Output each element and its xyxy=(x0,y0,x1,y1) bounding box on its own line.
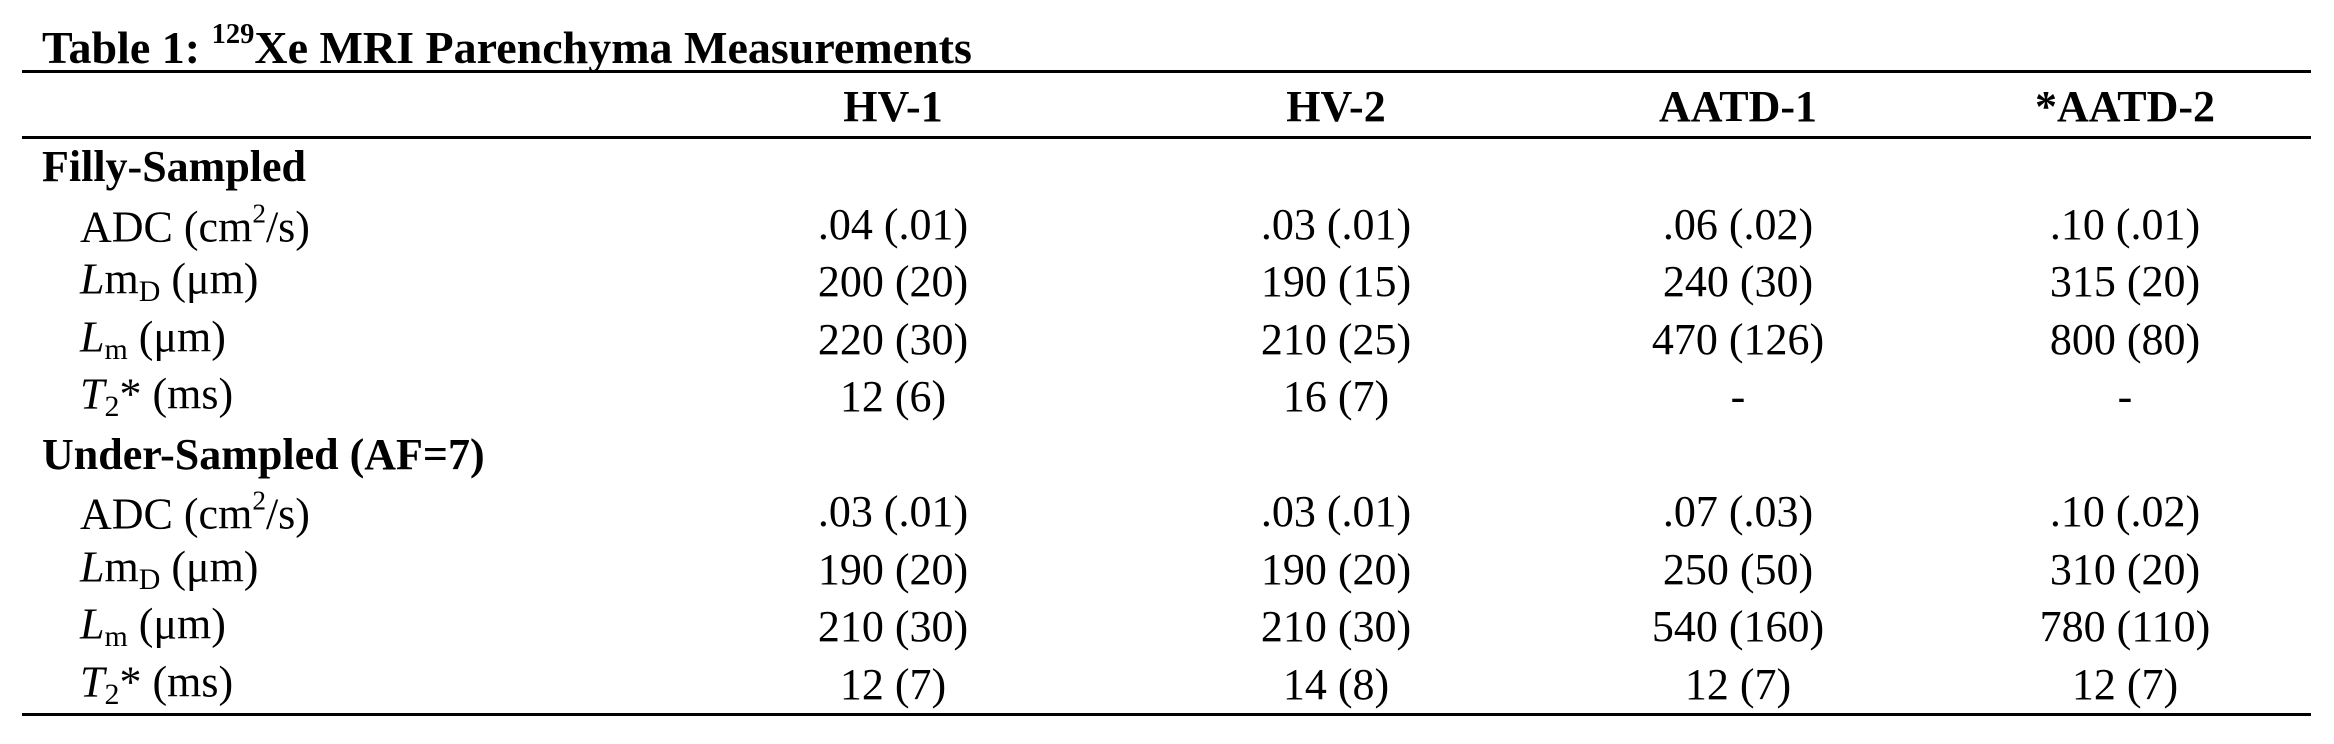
text-segment: L xyxy=(80,254,105,304)
text-segment: m xyxy=(104,541,139,591)
text-segment: Xe MRI Parenchyma Measurements xyxy=(254,21,972,73)
row-label: Lm (μm) xyxy=(80,602,226,651)
row-label: LmD (μm) xyxy=(80,257,258,306)
cell: .04 (.01) xyxy=(817,199,969,249)
text-segment: (μm) xyxy=(160,541,259,591)
section-title: Under-Sampled (AF=7) xyxy=(42,429,485,479)
column-header: HV-1 xyxy=(843,82,943,131)
column-header: HV-2 xyxy=(1286,82,1386,131)
row-label: ADC (cm2/s) xyxy=(80,487,310,536)
text-segment: L xyxy=(80,599,105,649)
cell: .03 (.01) xyxy=(817,487,969,536)
text-segment: 129 xyxy=(211,19,255,51)
text-segment: /s) xyxy=(265,489,310,539)
cell: 250 (50) xyxy=(1662,544,1814,594)
row-label: LmD (μm) xyxy=(80,541,259,596)
text-segment: (μm) xyxy=(127,311,226,361)
cell: 470 (126) xyxy=(1651,314,1825,364)
table-title: Table 1: 129Xe MRI Parenchyma Measuremen… xyxy=(42,19,972,73)
cell: 540 (160) xyxy=(1651,602,1825,651)
text-segment: 2 xyxy=(104,677,120,711)
text-segment: 2 xyxy=(252,485,266,516)
cell: 190 (15) xyxy=(1260,257,1412,306)
cell: 220 (30) xyxy=(817,314,969,364)
cell: 200 (20) xyxy=(817,257,969,306)
cell: .03 (.01) xyxy=(1260,487,1412,536)
row-label: T2* (ms) xyxy=(80,372,233,421)
header-rule xyxy=(22,136,2311,139)
text-segment: ADC (cm xyxy=(80,489,253,539)
row-label: ADC (cm2/s) xyxy=(80,197,310,252)
cell: 12 (6) xyxy=(839,372,947,421)
text-segment: D xyxy=(138,274,161,308)
cell: .07 (.03) xyxy=(1662,487,1814,536)
text-segment: Table 1: xyxy=(42,21,212,73)
top-rule xyxy=(22,70,2311,73)
cell: - xyxy=(1730,372,1746,421)
cell: .10 (.01) xyxy=(2049,199,2201,249)
cell: .03 (.01) xyxy=(1260,199,1412,249)
cell: 800 (80) xyxy=(2049,314,2201,364)
cell: 12 (7) xyxy=(1684,659,1792,709)
row-label: T2* (ms) xyxy=(80,656,234,711)
text-segment: (μm) xyxy=(160,254,259,304)
text-segment: 2 xyxy=(252,197,266,228)
cell: 12 (7) xyxy=(839,659,947,709)
cell: 12 (7) xyxy=(2071,659,2179,709)
column-header: AATD-1 xyxy=(1658,82,1818,131)
text-segment: * (ms) xyxy=(119,656,234,706)
text-segment: T xyxy=(80,656,105,706)
cell: 210 (30) xyxy=(817,602,969,651)
text-segment: m xyxy=(104,254,139,304)
cell: - xyxy=(2117,372,2133,421)
cell: 190 (20) xyxy=(817,544,969,594)
row-label: Lm (μm) xyxy=(80,311,226,366)
text-segment: L xyxy=(80,541,105,591)
text-segment: * (ms) xyxy=(119,369,234,419)
cell: 190 (20) xyxy=(1260,544,1412,594)
text-segment: m xyxy=(104,619,128,653)
column-header: *AATD-2 xyxy=(2034,82,2216,131)
cell: 210 (30) xyxy=(1260,602,1412,651)
cell: .06 (.02) xyxy=(1662,199,1814,249)
text-segment: 2 xyxy=(104,389,120,423)
cell: 780 (110) xyxy=(2039,602,2211,651)
text-segment: L xyxy=(80,311,105,361)
text-segment: (μm) xyxy=(127,599,226,649)
text-segment: T xyxy=(80,369,105,419)
section-title: Filly-Sampled xyxy=(42,142,307,191)
cell: 240 (30) xyxy=(1662,257,1814,306)
bottom-rule xyxy=(22,713,2311,716)
text-segment: D xyxy=(138,562,161,596)
cell: 14 (8) xyxy=(1282,659,1390,709)
cell: 16 (7) xyxy=(1282,372,1390,421)
cell: 210 (25) xyxy=(1260,314,1412,364)
cell: .10 (.02) xyxy=(2049,487,2201,536)
cell: 310 (20) xyxy=(2049,544,2201,594)
text-segment: m xyxy=(104,332,128,366)
text-segment: /s) xyxy=(265,202,310,252)
text-segment: ADC (cm xyxy=(80,202,253,252)
cell: 315 (20) xyxy=(2049,257,2201,306)
